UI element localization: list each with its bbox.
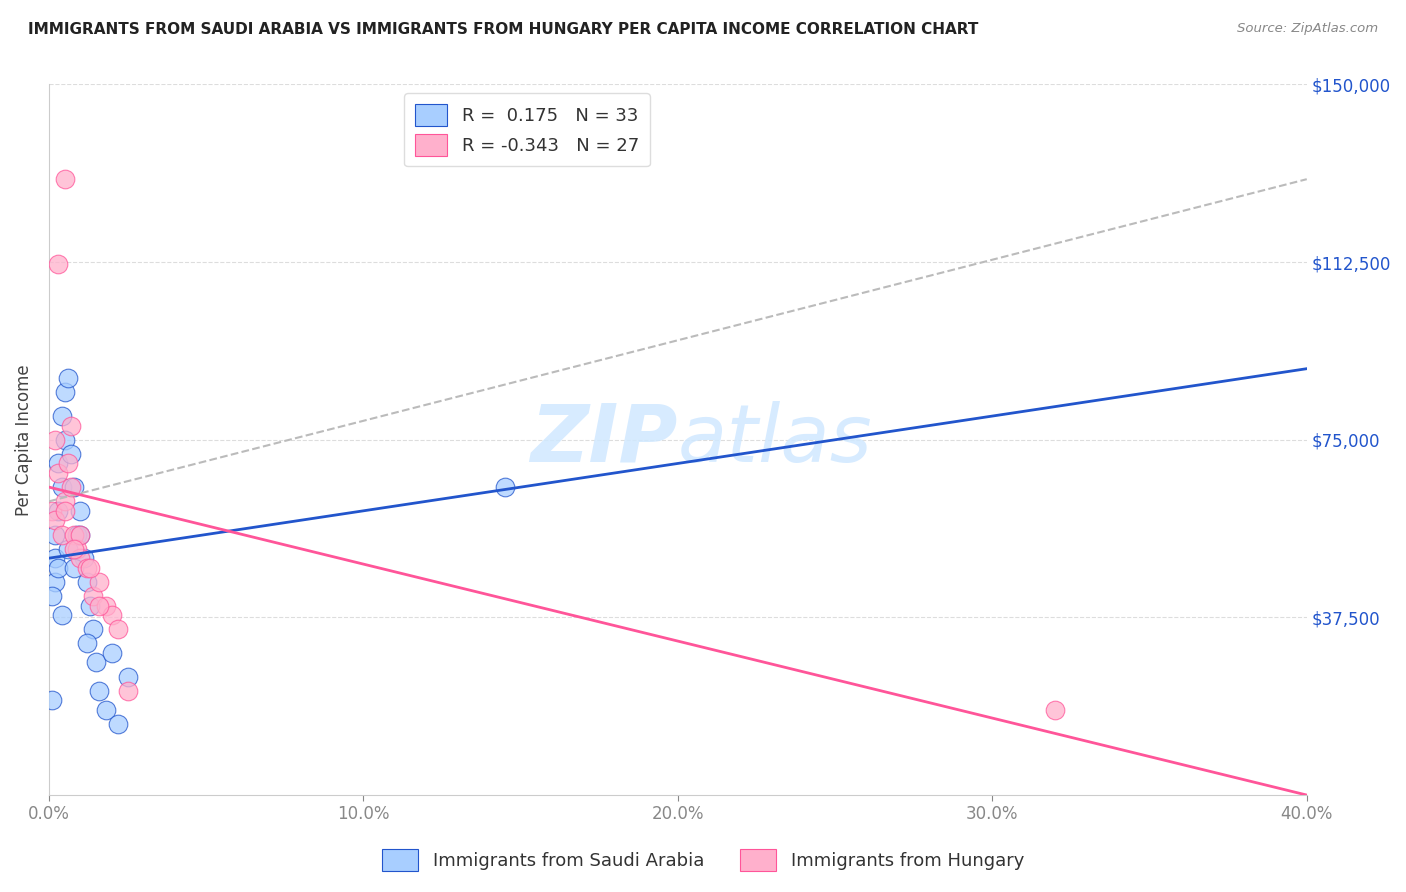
- Point: [59, 480, 82, 494]
- Point: [56, 541, 79, 556]
- Point: [41, 504, 63, 518]
- Text: IMMIGRANTS FROM SAUDI ARABIA VS IMMIGRANTS FROM HUNGARY PER CAPITA INCOME CORREL: IMMIGRANTS FROM SAUDI ARABIA VS IMMIGRAN…: [28, 22, 979, 37]
- Point: [56, 371, 79, 385]
- Point: [44, 513, 66, 527]
- Point: [48, 457, 70, 471]
- Point: [117, 683, 139, 698]
- Point: [51, 608, 73, 623]
- Point: [117, 670, 139, 684]
- Point: [494, 480, 516, 494]
- Point: [69, 504, 91, 518]
- Point: [84, 656, 107, 670]
- Point: [76, 574, 98, 589]
- Point: [48, 257, 70, 271]
- Point: [51, 409, 73, 423]
- Legend: R =  0.175   N = 33, R = -0.343   N = 27: R = 0.175 N = 33, R = -0.343 N = 27: [404, 94, 650, 167]
- Point: [69, 527, 91, 541]
- Point: [66, 541, 89, 556]
- Point: [41, 693, 63, 707]
- Point: [44, 551, 66, 566]
- Point: [63, 541, 86, 556]
- Text: ZIP: ZIP: [530, 401, 678, 479]
- Point: [79, 599, 101, 613]
- Point: [101, 608, 124, 623]
- Point: [1045, 703, 1067, 717]
- Point: [41, 589, 63, 603]
- Point: [76, 560, 98, 574]
- Point: [44, 527, 66, 541]
- Point: [53, 494, 76, 508]
- Point: [44, 574, 66, 589]
- Point: [82, 622, 104, 636]
- Point: [76, 636, 98, 650]
- Point: [59, 418, 82, 433]
- Point: [63, 527, 86, 541]
- Point: [94, 599, 117, 613]
- Point: [66, 527, 89, 541]
- Point: [101, 646, 124, 660]
- Point: [48, 504, 70, 518]
- Text: atlas: atlas: [678, 401, 873, 479]
- Point: [48, 466, 70, 480]
- Point: [72, 551, 94, 566]
- Point: [63, 480, 86, 494]
- Point: [56, 457, 79, 471]
- Point: [51, 527, 73, 541]
- Point: [94, 703, 117, 717]
- Point: [63, 560, 86, 574]
- Point: [89, 574, 111, 589]
- Point: [107, 717, 129, 731]
- Point: [107, 622, 129, 636]
- Point: [79, 560, 101, 574]
- Point: [53, 433, 76, 447]
- Point: [53, 504, 76, 518]
- Point: [82, 589, 104, 603]
- Legend: Immigrants from Saudi Arabia, Immigrants from Hungary: Immigrants from Saudi Arabia, Immigrants…: [375, 842, 1031, 879]
- Point: [53, 385, 76, 400]
- Text: Source: ZipAtlas.com: Source: ZipAtlas.com: [1237, 22, 1378, 36]
- Point: [89, 683, 111, 698]
- Point: [44, 433, 66, 447]
- Point: [89, 599, 111, 613]
- Point: [53, 172, 76, 186]
- Point: [48, 560, 70, 574]
- Y-axis label: Per Capita Income: Per Capita Income: [15, 364, 32, 516]
- Point: [69, 527, 91, 541]
- Point: [59, 447, 82, 461]
- Point: [51, 480, 73, 494]
- Point: [69, 551, 91, 566]
